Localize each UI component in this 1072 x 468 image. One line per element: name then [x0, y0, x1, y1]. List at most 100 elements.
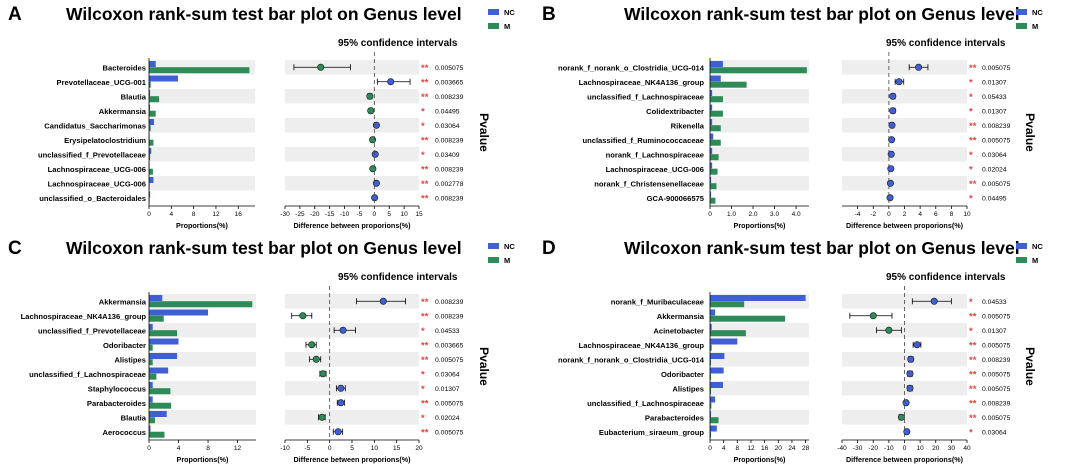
category-label: Lachnospiraceae_NK4A136_group: [579, 341, 705, 350]
pvalue-axis-label: Pvalue: [1023, 347, 1037, 386]
bar-m: [149, 301, 253, 308]
ci-x-tick-label: 0: [328, 445, 332, 452]
bar-nc: [710, 162, 713, 169]
bar-nc: [710, 119, 713, 125]
bar-nc: [149, 309, 209, 316]
category-label: Blautia: [121, 413, 147, 422]
ci-point: [888, 136, 896, 144]
bar-nc: [710, 425, 717, 432]
ci-x-tick-label: 10: [917, 445, 925, 452]
significance-star: *: [421, 326, 425, 337]
row-stripe: [149, 381, 256, 396]
ci-x-tick-label: 6: [934, 211, 938, 218]
p-value: 0.005075: [435, 400, 464, 407]
category-label: unclassified_f_Prevotellaceae: [38, 150, 146, 159]
p-value: 0.01307: [982, 328, 1007, 335]
ci-point: [337, 399, 345, 407]
row-stripe: [710, 147, 809, 162]
pvalue-axis-label: Pvalue: [477, 347, 491, 386]
bar-nc: [710, 104, 713, 111]
significance-star: **: [421, 92, 429, 103]
row-stripe: [710, 381, 809, 396]
ci-x-tick-label: 20: [415, 445, 423, 452]
ci-x-tick-label: -2: [870, 211, 876, 218]
bar-m: [149, 373, 157, 380]
ci-x-tick-label: 15: [415, 211, 423, 218]
bar-m: [149, 154, 151, 161]
category-label: Akkermansia: [99, 297, 147, 306]
ci-x-tick-label: -30: [280, 211, 290, 218]
ci-point: [372, 179, 380, 187]
bar-nc: [149, 295, 163, 301]
legend-label-m: M: [1032, 22, 1038, 31]
ci-row-stripe: [842, 147, 967, 162]
bar-x-tick-label: 1.0: [727, 211, 736, 218]
p-value: 0.008239: [435, 313, 464, 320]
bar-m: [710, 330, 746, 337]
ci-row-stripe: [285, 60, 419, 75]
bar-m: [149, 67, 250, 74]
category-label: Prevotellaceae_UCG-001: [57, 78, 147, 87]
bar-nc: [710, 382, 723, 388]
category-label: norank_f_Lachnospiraceae: [606, 150, 704, 159]
ci-point: [889, 107, 897, 115]
ci-x-tick-label: 15: [393, 445, 401, 452]
ci-row-stripe: [285, 294, 419, 309]
bar-nc: [710, 148, 713, 154]
p-value: 0.05433: [982, 94, 1007, 101]
p-value: 0.003665: [435, 79, 464, 86]
bar-x-tick-label: 8: [735, 445, 739, 452]
ci-title: 95% confidence intervals: [338, 38, 458, 49]
ci-point: [312, 355, 320, 363]
ci-x-tick-label: 2: [903, 211, 907, 218]
ci-x-tick-label: -5: [357, 211, 363, 218]
significance-star: **: [969, 369, 977, 380]
bar-x-tick-label: 2.0: [749, 211, 758, 218]
significance-star: **: [421, 179, 429, 190]
bar-x-tick-label: 0: [147, 445, 151, 452]
row-stripe: [710, 118, 809, 133]
ci-x-tick-label: 10: [400, 211, 408, 218]
p-value: 0.008239: [982, 357, 1011, 364]
bar-nc: [149, 90, 151, 96]
significance-star: **: [421, 193, 429, 204]
ci-title: 95% confidence intervals: [338, 272, 458, 283]
row-stripe: [710, 176, 809, 191]
ci-x-tick-label: 5: [387, 211, 391, 218]
legend-swatch-nc: [488, 9, 499, 15]
ci-point: [887, 150, 895, 158]
ci-x-tick-label: -10: [280, 445, 290, 452]
bar-nc: [149, 353, 178, 359]
bar-m: [710, 301, 745, 308]
p-value: 0.008239: [435, 137, 464, 144]
bar-m: [710, 110, 723, 117]
category-label: Odoribacter: [661, 370, 704, 379]
ci-point: [369, 165, 377, 173]
bar-m: [149, 139, 154, 146]
ci-point: [369, 136, 377, 144]
ci-point: [906, 370, 914, 378]
category-label: unclassified_f_Ruminococcaceae: [582, 136, 704, 145]
significance-star: **: [969, 384, 977, 395]
ci-point: [930, 297, 938, 305]
bar-x-tick-label: 20: [775, 445, 783, 452]
ci-point: [889, 92, 897, 100]
bar-x-axis-label: Proportions(%): [734, 221, 787, 230]
legend-label-m: M: [504, 256, 510, 265]
pvalue-axis-label: Pvalue: [1023, 113, 1037, 152]
ci-x-tick-label: 5: [350, 445, 354, 452]
significance-star: *: [969, 77, 973, 88]
bar-nc: [149, 119, 155, 125]
ci-x-tick-label: 10: [371, 445, 379, 452]
significance-star: **: [969, 121, 977, 132]
ci-point: [317, 63, 325, 71]
bar-nc: [149, 177, 154, 183]
category-label: unclassified_f_Lachnospiraceae: [587, 399, 704, 408]
ci-x-tick-label: 0: [373, 211, 377, 218]
legend-label-m: M: [1032, 256, 1038, 265]
ci-point: [915, 63, 923, 71]
category-label: unclassified_o_Bacteroidales: [39, 194, 146, 203]
significance-star: **: [969, 413, 977, 424]
ci-x-tick-label: 40: [963, 445, 971, 452]
bar-m: [710, 168, 718, 175]
